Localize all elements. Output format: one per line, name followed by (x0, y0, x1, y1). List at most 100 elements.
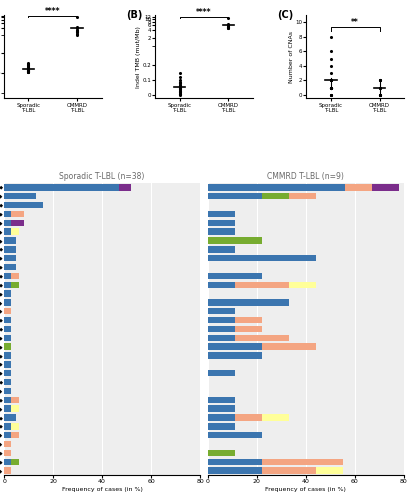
Point (176, 74, 183, 82)
Point (328, 84, 334, 92)
Point (328, 62, 334, 70)
Point (376, 91, 383, 99)
Point (25, 67, 32, 75)
Bar (11, 282, 19, 288)
Point (376, 91, 383, 99)
Bar (208, 317, 235, 324)
Point (225, 22, 232, 30)
Point (74, 28, 80, 36)
Bar (4, 468, 11, 474)
Bar (4, 290, 11, 297)
Bar (208, 238, 262, 244)
Point (328, 69, 334, 77)
Point (25, 60, 32, 68)
Point (328, 84, 334, 92)
Point (25, 68, 32, 76)
Bar (262, 414, 289, 420)
Bar (4, 334, 11, 341)
Point (328, 91, 334, 99)
Point (376, 91, 383, 99)
Point (176, 69, 183, 77)
Bar (208, 272, 262, 279)
Bar (4, 317, 11, 324)
Point (176, 76, 183, 84)
Bar (208, 370, 235, 376)
Bar (208, 282, 235, 288)
Point (176, 90, 183, 98)
Point (74, 22, 80, 30)
Point (328, 91, 334, 99)
Point (176, 82, 183, 90)
Point (225, 21, 232, 29)
Point (176, 78, 183, 86)
Bar (11, 458, 19, 465)
Bar (208, 220, 235, 226)
Point (225, 23, 232, 31)
Bar (11, 220, 24, 226)
Bar (4, 184, 119, 190)
Bar (4, 326, 11, 332)
Text: (C): (C) (277, 10, 293, 20)
Bar (4, 414, 16, 420)
Bar (4, 238, 16, 244)
Point (225, 20, 232, 28)
Point (176, 84, 183, 92)
Point (225, 22, 232, 30)
Bar (289, 282, 316, 288)
Y-axis label: Number of CNAs: Number of CNAs (289, 30, 294, 82)
Bar (208, 406, 235, 412)
Bar (262, 193, 289, 200)
Point (176, 80, 183, 88)
Bar (208, 344, 262, 350)
Point (176, 92, 183, 100)
Point (176, 88, 183, 96)
Bar (208, 334, 235, 341)
Bar (208, 423, 235, 430)
Bar (289, 193, 316, 200)
Bar (11, 228, 19, 235)
Bar (208, 246, 235, 252)
X-axis label: Frequency of cases (in %): Frequency of cases (in %) (62, 487, 142, 492)
Point (328, 84, 334, 92)
Point (74, 28, 80, 36)
Point (225, 22, 232, 30)
Point (74, 26, 80, 34)
Bar (262, 468, 316, 474)
Bar (4, 352, 11, 358)
Point (74, 30, 80, 38)
Bar (4, 210, 11, 217)
Bar (208, 299, 289, 306)
Text: ****: **** (45, 8, 61, 16)
Bar (4, 441, 11, 447)
Point (25, 63, 32, 71)
Bar (11, 272, 19, 279)
Bar (11, 210, 24, 217)
Point (376, 76, 383, 84)
Bar (208, 450, 235, 456)
Point (328, 54, 334, 62)
Bar (4, 246, 16, 252)
Point (74, 32, 80, 40)
Point (74, 27, 80, 35)
Bar (4, 432, 11, 438)
Bar (11, 423, 19, 430)
Bar (235, 326, 262, 332)
Bar (4, 228, 11, 235)
Bar (235, 414, 262, 420)
Bar (4, 202, 43, 208)
Bar (208, 468, 262, 474)
Point (328, 76, 334, 84)
Title: Sporadic T-LBL (n=38): Sporadic T-LBL (n=38) (60, 172, 145, 181)
Point (25, 67, 32, 75)
Point (176, 84, 183, 92)
Point (74, 26, 80, 34)
Point (328, 84, 334, 92)
Point (176, 90, 183, 98)
Bar (208, 458, 262, 465)
Bar (316, 468, 343, 474)
Point (25, 66, 32, 74)
Bar (4, 299, 11, 306)
Point (328, 84, 334, 92)
Point (328, 84, 334, 92)
Bar (4, 308, 11, 314)
